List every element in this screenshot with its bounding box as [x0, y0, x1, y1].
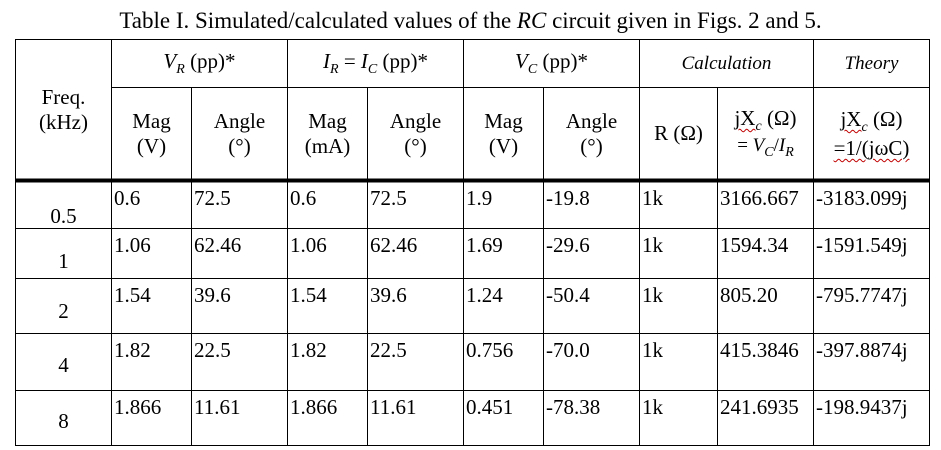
table-cell: 1594.34	[720, 233, 789, 257]
table-cell: 1.24	[466, 283, 503, 307]
table-cell: 1.9	[466, 186, 493, 210]
table-cell: 72.5	[370, 186, 407, 210]
table-cell: 1k	[642, 283, 663, 307]
row-freq: 1	[58, 248, 69, 273]
row-freq: 2	[58, 298, 69, 323]
table-cell: -78.38	[546, 395, 601, 419]
table-cell: -1591.549j	[816, 233, 908, 257]
header-current: IR = IC (pp)*	[323, 48, 428, 78]
table-cell: 1.82	[114, 338, 151, 362]
header-jxc-calc: jXc (Ω) = VC/IR	[734, 105, 797, 160]
table-cell: 0.6	[114, 186, 141, 210]
header-vc-mag: Mag (V)	[484, 109, 523, 158]
header-calculation: Calculation	[681, 52, 772, 74]
table-cell: -3183.099j	[816, 186, 908, 210]
table-cell: 0.6	[290, 186, 317, 210]
table-cell: -29.6	[546, 233, 590, 257]
table-cell: 0.756	[466, 338, 514, 362]
row-freq: 4	[58, 352, 69, 377]
table-cell: 1.82	[290, 338, 327, 362]
table-cell: -19.8	[546, 186, 590, 210]
header-jxc-theory: jXc (Ω) =1/(jωC)	[833, 106, 910, 161]
table-cell: 1.06	[114, 233, 151, 257]
table-cell: 415.3846	[720, 338, 799, 362]
header-vc: VC (pp)*	[515, 48, 588, 78]
table-cell: 1k	[642, 395, 663, 419]
table-cell: 22.5	[370, 338, 407, 362]
header-vr-angle: Angle (°)	[213, 109, 266, 158]
table-cell: 11.61	[370, 395, 417, 419]
table-cell: 22.5	[194, 338, 231, 362]
table-cell: 1.06	[290, 233, 327, 257]
table-cell: -397.8874j	[816, 338, 908, 362]
table-caption: Table I. Simulated/calculated values of …	[119, 8, 822, 33]
table-cell: 1.866	[290, 395, 338, 419]
header-r: R (Ω)	[654, 121, 703, 146]
table-cell: 3166.667	[720, 186, 799, 210]
table-cell: 39.6	[370, 283, 407, 307]
table-cell: 11.61	[194, 395, 241, 419]
header-vc-angle: Angle (°)	[565, 109, 618, 158]
table-cell: 72.5	[194, 186, 231, 210]
header-i-angle: Angle (°)	[389, 109, 442, 158]
table-cell: 1.866	[114, 395, 162, 419]
table-cell: 1.69	[466, 233, 503, 257]
header-vr-mag: Mag (V)	[132, 109, 171, 158]
table-cell: 1k	[642, 186, 663, 210]
table-cell: 62.46	[370, 233, 418, 257]
table-cell: -50.4	[546, 283, 590, 307]
row-freq: 8	[58, 408, 69, 433]
table-cell: 1.54	[290, 283, 327, 307]
table-cell: 1k	[642, 338, 663, 362]
table-cell: -70.0	[546, 338, 590, 362]
table-cell: 1k	[642, 233, 663, 257]
header-freq: Freq. (kHz)	[39, 85, 88, 134]
table-cell: 1.54	[114, 283, 151, 307]
header-i-mag: Mag (mA)	[304, 109, 351, 158]
header-theory: Theory	[844, 52, 899, 74]
table-cell: -198.9437j	[816, 395, 908, 419]
table-cell: 62.46	[194, 233, 242, 257]
table-cell: 241.6935	[720, 395, 799, 419]
row-freq: 0.5	[50, 203, 77, 228]
header-vr: VR (pp)*	[163, 48, 236, 78]
table-cell: 0.451	[466, 395, 514, 419]
table-cell: 805.20	[720, 283, 778, 307]
table-cell: -795.7747j	[816, 283, 908, 307]
table-cell: 39.6	[194, 283, 231, 307]
